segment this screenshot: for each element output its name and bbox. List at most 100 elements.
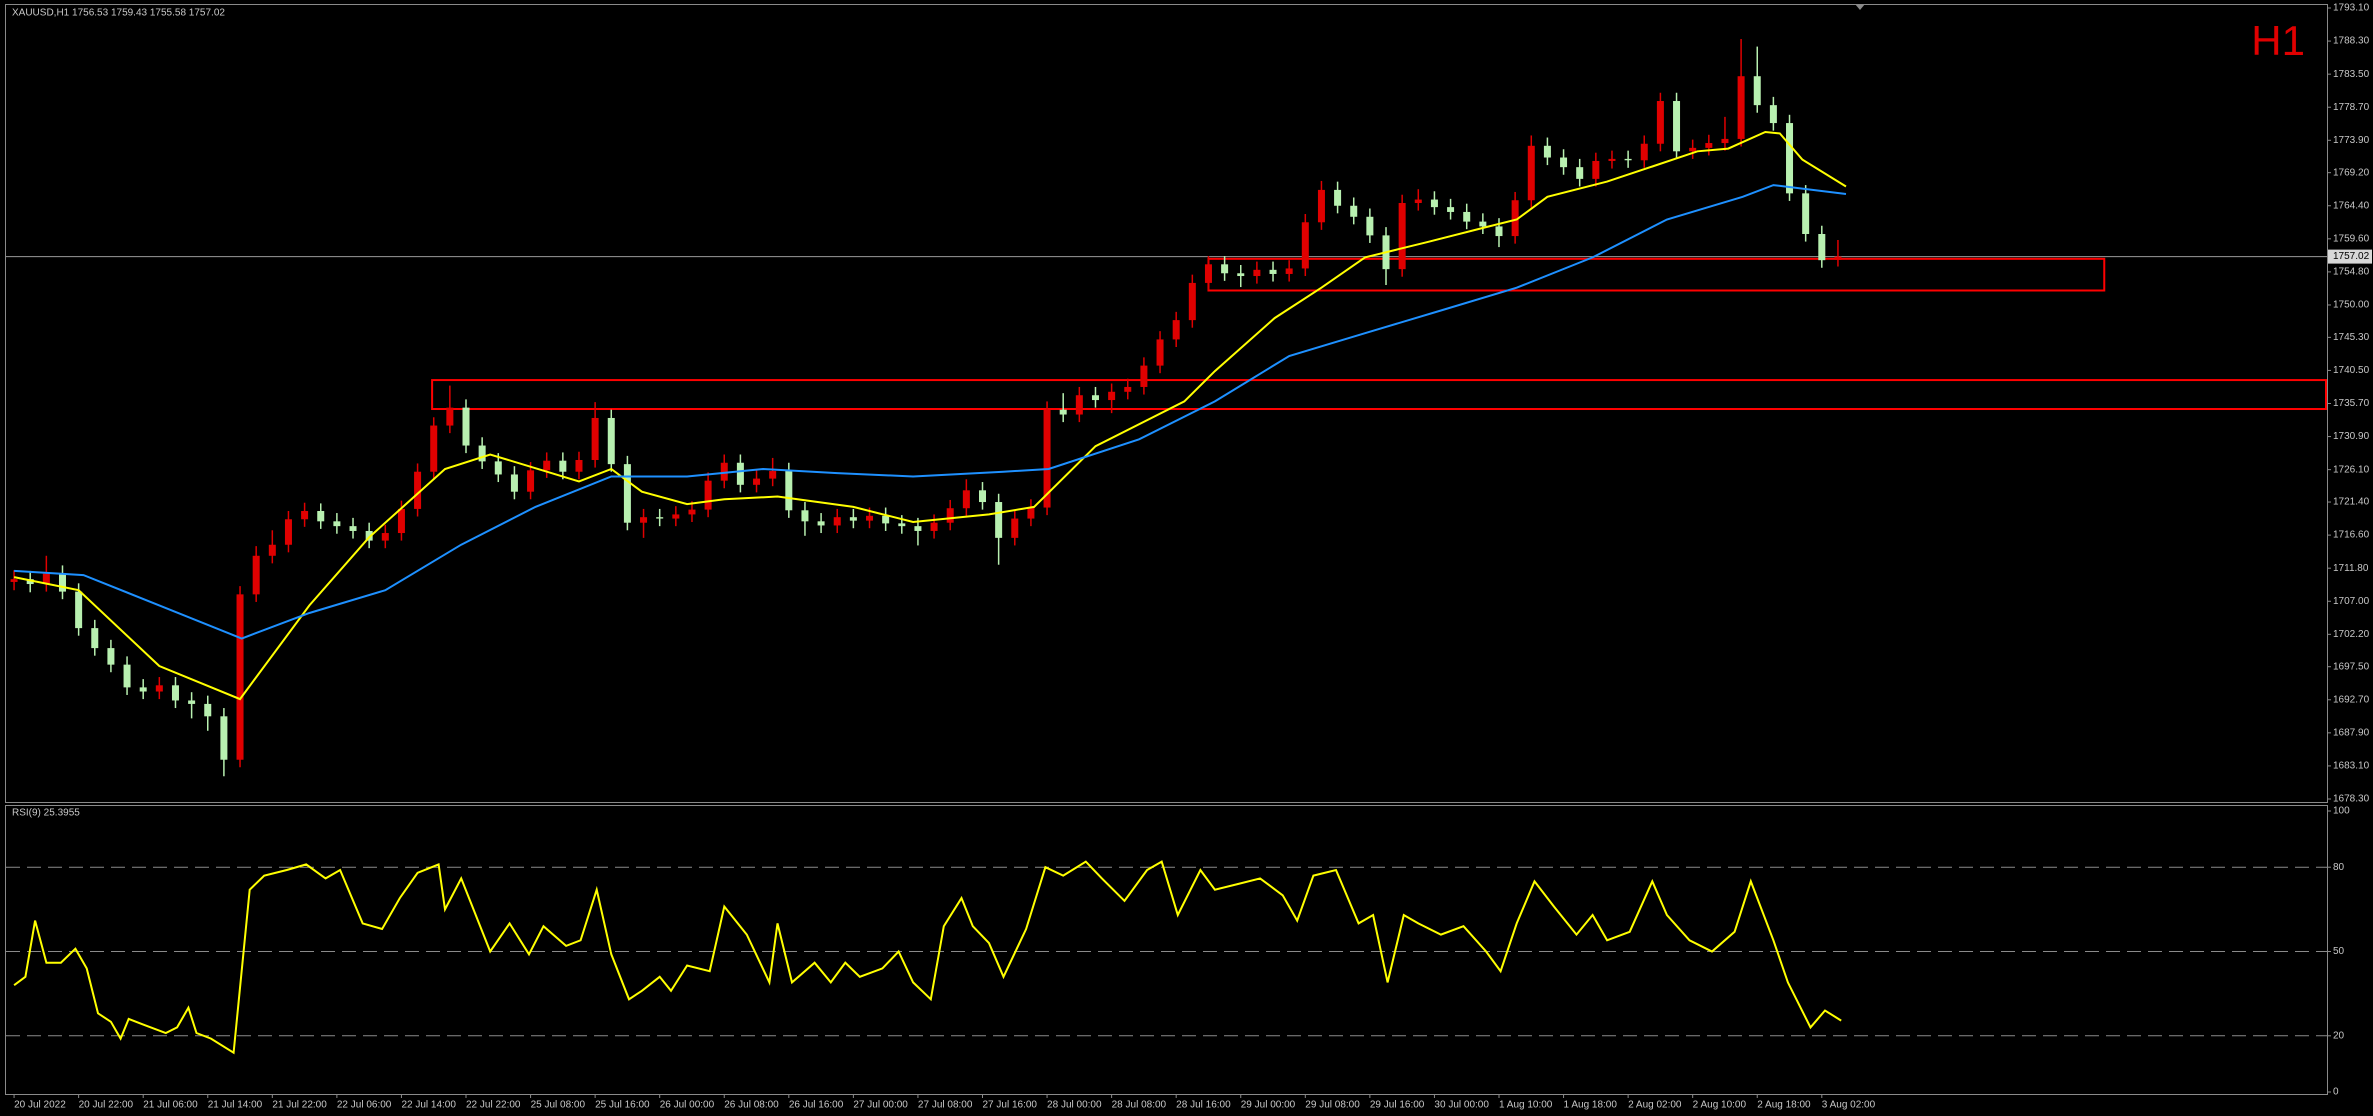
candle-body <box>866 515 874 521</box>
y-tick-label: 1721.40 <box>2333 497 2370 508</box>
candle-body <box>1027 507 1035 519</box>
x-tick-label: 20 Jul 22:00 <box>79 1100 134 1111</box>
x-tick-label: 21 Jul 22:00 <box>272 1100 327 1111</box>
candle-body <box>1818 234 1826 261</box>
candle-body <box>1091 395 1099 401</box>
candle-body <box>171 685 179 701</box>
candle-body <box>26 579 34 585</box>
candle-body <box>640 517 648 523</box>
candle-body <box>946 508 954 523</box>
y-tick-label: 1702.20 <box>2333 629 2370 640</box>
x-tick-label: 22 Jul 06:00 <box>337 1100 392 1111</box>
candle-body <box>333 521 341 527</box>
candle-body <box>1560 157 1568 168</box>
candle-body <box>753 478 761 485</box>
candle-body <box>1317 189 1325 223</box>
x-tick-label: 2 Aug 02:00 <box>1628 1100 1682 1111</box>
y-tick-label: 1692.70 <box>2333 694 2370 705</box>
candle-body <box>1543 145 1551 158</box>
candle-body <box>1285 268 1293 274</box>
chart-header: XAUUSD,H1 1756.53 1759.43 1755.58 1757.0… <box>12 8 225 19</box>
candle-body <box>236 594 244 760</box>
candle-body <box>769 471 777 479</box>
candle-body <box>220 716 228 760</box>
y-tick-label: 1793.10 <box>2333 3 2370 14</box>
candle-body <box>1156 339 1164 366</box>
y-tick-label: 1759.60 <box>2333 233 2370 244</box>
y-tick-label: 1697.50 <box>2333 661 2370 672</box>
candle-body <box>42 573 50 585</box>
x-tick-label: 30 Jul 00:00 <box>1434 1100 1489 1111</box>
x-tick-label: 29 Jul 00:00 <box>1241 1100 1296 1111</box>
candle-body <box>397 508 405 534</box>
candle-body <box>414 471 422 509</box>
x-tick-label: 28 Jul 00:00 <box>1047 1100 1102 1111</box>
candle-body <box>527 470 535 492</box>
x-tick-label: 22 Jul 14:00 <box>401 1100 456 1111</box>
y-tick-label: 80 <box>2333 862 2345 873</box>
y-tick-label: 1788.30 <box>2333 36 2370 47</box>
candle-body <box>833 517 841 526</box>
y-tick-label: 1683.10 <box>2333 761 2370 772</box>
candle-body <box>365 530 373 541</box>
moving-average <box>13 130 1847 701</box>
candle-body <box>736 462 744 485</box>
shift-marker <box>1855 4 1865 10</box>
candle-body <box>1108 391 1116 401</box>
candle-body <box>1608 158 1616 161</box>
candle-body <box>1301 222 1309 269</box>
candle-body <box>1834 256 1842 260</box>
x-tick-label: 27 Jul 16:00 <box>982 1100 1037 1111</box>
candle-body <box>1479 221 1487 227</box>
x-tick-label: 1 Aug 10:00 <box>1499 1100 1553 1111</box>
y-tick-label: 1687.90 <box>2333 727 2370 738</box>
candle-body <box>1705 143 1713 148</box>
candle-body <box>349 526 357 531</box>
moving-average <box>14 184 1847 640</box>
candle-body <box>284 519 292 545</box>
x-tick-label: 27 Jul 08:00 <box>918 1100 973 1111</box>
y-tick-label: 20 <box>2333 1030 2345 1041</box>
candle-body <box>1769 105 1777 124</box>
candle-body <box>58 573 66 592</box>
candle-body <box>1269 269 1277 274</box>
candle-body <box>720 462 728 481</box>
candle-body <box>1624 158 1632 161</box>
candle-body <box>1366 216 1374 236</box>
candle-body <box>91 628 99 649</box>
y-tick-label: 1735.70 <box>2333 398 2370 409</box>
x-tick-label: 21 Jul 06:00 <box>143 1100 198 1111</box>
x-tick-label: 29 Jul 16:00 <box>1370 1100 1425 1111</box>
candle-body <box>1253 269 1261 277</box>
candle-body <box>204 703 212 717</box>
candle-body <box>1075 395 1083 415</box>
x-tick-label: 3 Aug 02:00 <box>1822 1100 1876 1111</box>
candle-body <box>430 425 438 472</box>
candle-body <box>1414 199 1422 203</box>
y-tick-label: 1726.10 <box>2333 464 2370 475</box>
x-tick-label: 28 Jul 16:00 <box>1176 1100 1231 1111</box>
candle-body <box>1689 147 1697 152</box>
last-price-label: 1757.02 <box>2333 251 2370 262</box>
candle-body <box>1011 518 1019 538</box>
x-tick-label: 26 Jul 00:00 <box>660 1100 715 1111</box>
candle-body <box>914 526 922 531</box>
candle-body <box>494 461 502 475</box>
y-tick-label: 1707.00 <box>2333 596 2370 607</box>
candle-body <box>1721 138 1729 144</box>
candle-body <box>1786 123 1794 194</box>
candle-body <box>1043 409 1051 508</box>
candle-body <box>446 407 454 426</box>
candle-body <box>849 517 857 521</box>
candle-body <box>510 474 518 492</box>
y-tick-label: 1745.30 <box>2333 332 2370 343</box>
candle-body <box>1237 273 1245 277</box>
x-tick-label: 21 Jul 14:00 <box>208 1100 263 1111</box>
candle-body <box>10 579 18 582</box>
candle-body <box>301 510 309 520</box>
x-tick-label: 28 Jul 08:00 <box>1112 1100 1167 1111</box>
candle-body <box>1124 386 1132 392</box>
y-tick-label: 1730.90 <box>2333 431 2370 442</box>
x-tick-label: 25 Jul 08:00 <box>531 1100 586 1111</box>
